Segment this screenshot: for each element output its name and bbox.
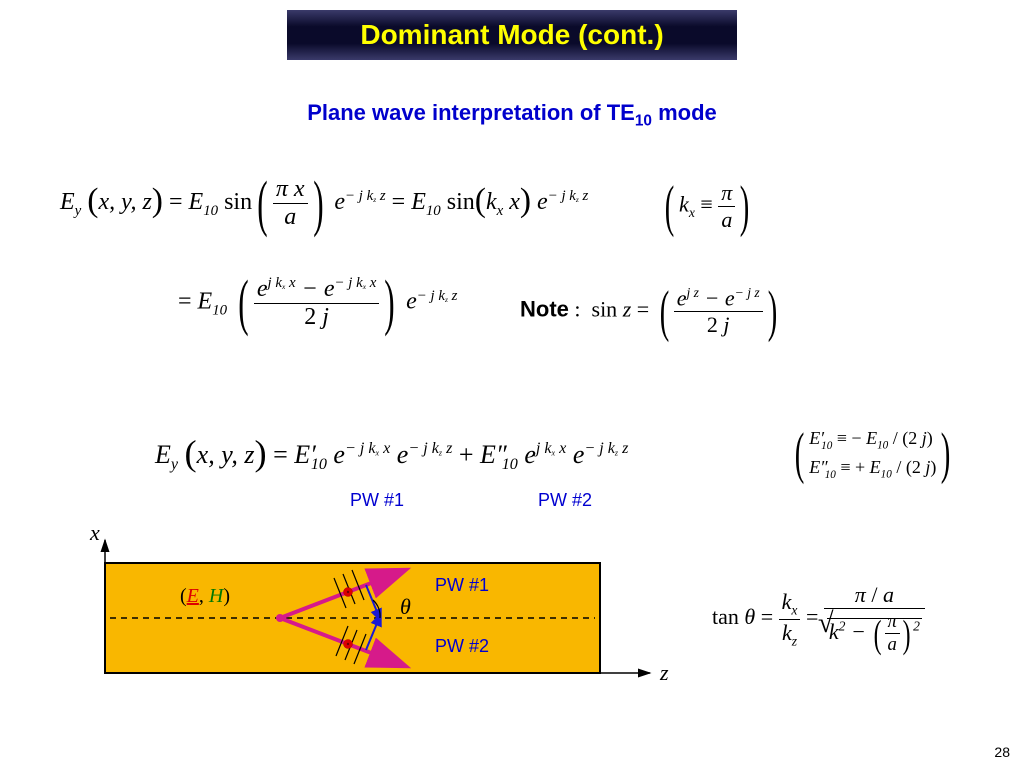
- pw2-under-eq: PW #2: [538, 490, 592, 511]
- pw1-under-eq: PW #1: [350, 490, 404, 511]
- theta-label: θ: [400, 594, 411, 620]
- slide-title: Dominant Mode (cont.): [360, 19, 663, 51]
- equation-tan-theta: tan θ = kxkz = π / a √ k2 − (πa)2: [712, 582, 925, 656]
- pw1-diagram-label: PW #1: [435, 575, 489, 596]
- e-h-label: (E, H): [180, 585, 230, 608]
- equation-line-2: = E10 ( ej kx x − e− j kx x 2 j ) e− j k…: [178, 275, 457, 331]
- equation-e-prime-defs: ( E′10 ≡ − E10 / (2 j) E″10 ≡ + E10 / (2…: [790, 425, 956, 484]
- pw2-diagram-label: PW #2: [435, 636, 489, 657]
- slide-subtitle: Plane wave interpretation of TE10 mode: [307, 100, 717, 130]
- equation-line-3: Ey (x, y, z) = E′10 e− j kx x e− j kz z …: [155, 432, 628, 474]
- slide-title-bar: Dominant Mode (cont.): [287, 10, 737, 60]
- equation-note: Note : sin z = ( ej z − e− j z 2 j ): [520, 285, 782, 338]
- z-axis-label: z: [660, 660, 669, 686]
- equation-kx-def: (kx ≡ πa): [660, 180, 754, 233]
- page-number: 28: [994, 744, 1010, 760]
- x-axis-label: x: [90, 520, 100, 546]
- equation-line-1: Ey (x, y, z) = E10 sin(π xa) e− j kz z =…: [60, 176, 588, 231]
